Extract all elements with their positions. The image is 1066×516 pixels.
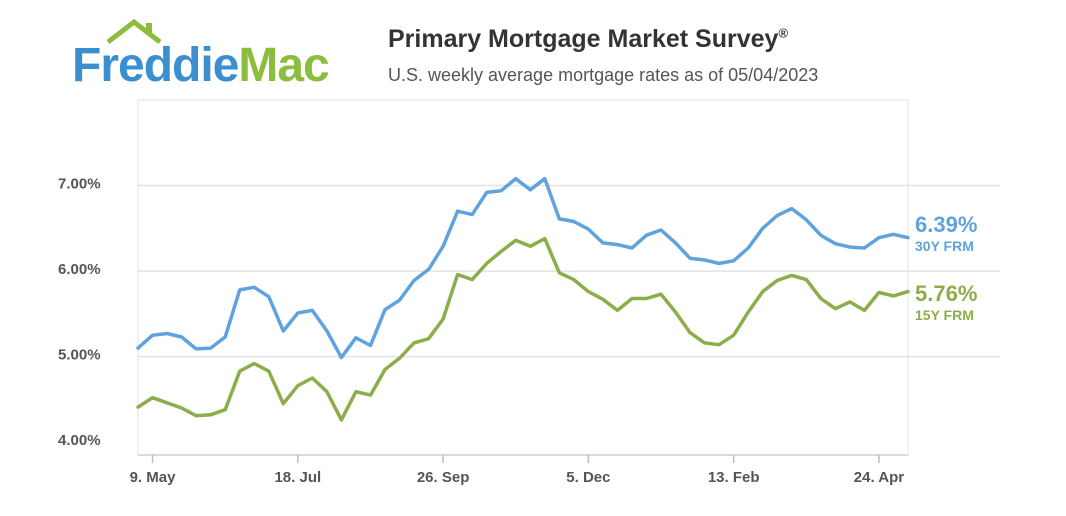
- callout-15y: 5.76% 15Y FRM: [915, 281, 977, 323]
- x-tick-label: 24. Apr: [854, 469, 904, 486]
- callout-30y-value: 6.39%: [915, 212, 978, 237]
- callout-30y-label: 30Y FRM: [915, 238, 974, 254]
- x-tick-label: 13. Feb: [708, 469, 760, 486]
- chart-subtitle: U.S. weekly average mortgage rates as of…: [388, 65, 819, 85]
- freddie-mac-logo: FreddieMac: [72, 18, 357, 92]
- x-tick-label: 18. Jul: [274, 469, 321, 486]
- logo-part-2: Mac: [238, 39, 329, 92]
- series-line-30y: [136, 176, 910, 360]
- registered-mark: ®: [778, 25, 789, 41]
- x-tick-label: 26. Sep: [417, 469, 470, 486]
- y-tick-label: 5.00%: [58, 347, 101, 364]
- chart-title: Primary Mortgage Market Survey®: [388, 25, 788, 54]
- logo-part-1: Freddie: [72, 39, 239, 92]
- x-tick-label: 5. Dec: [566, 469, 610, 486]
- chart-title-text: Primary Mortgage Market Survey: [388, 25, 779, 53]
- callout-15y-value: 5.76%: [915, 281, 978, 306]
- house-roof-icon: [106, 18, 162, 44]
- callout-15y-label: 15Y FRM: [915, 307, 974, 323]
- callout-30y: 6.39% 30Y FRM: [915, 212, 977, 254]
- logo-wordmark: FreddieMac: [72, 38, 330, 94]
- x-tick-label: 9. May: [130, 469, 177, 486]
- y-tick-label: 7.00%: [58, 176, 101, 193]
- y-tick-label: 6.00%: [58, 261, 101, 278]
- plot-area: [137, 99, 909, 456]
- y-tick-label: 4.00%: [58, 432, 101, 449]
- series-line-15y: [136, 236, 910, 422]
